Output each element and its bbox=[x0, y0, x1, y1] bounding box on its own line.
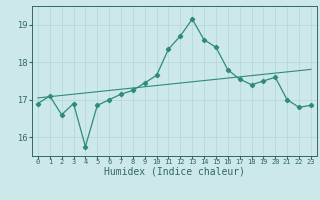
X-axis label: Humidex (Indice chaleur): Humidex (Indice chaleur) bbox=[104, 166, 245, 176]
